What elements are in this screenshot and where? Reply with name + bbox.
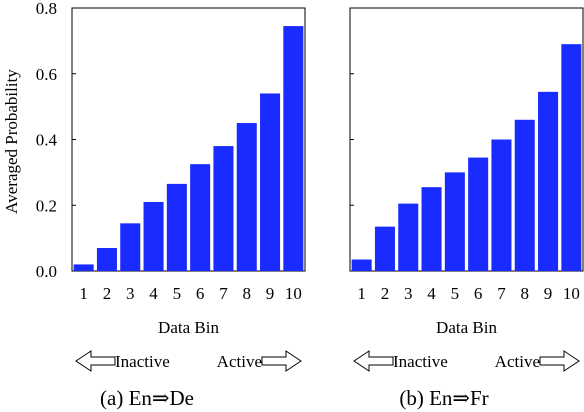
inactive-label: Inactive [393,352,448,371]
inactive-label: Inactive [115,352,170,371]
bar [236,123,257,271]
bar [468,157,489,271]
active-label: Active [495,352,540,371]
bar [73,264,94,271]
x-tick-label: 2 [103,284,112,303]
left-arrow-icon [75,350,116,372]
x-tick-label: 4 [427,284,436,303]
bar [213,146,234,271]
panel-caption: (b) En⇒Fr [399,386,488,410]
bar [444,172,465,271]
x-tick-label: 10 [285,284,302,303]
right-arrow-icon [539,350,580,372]
x-tick-label: 9 [266,284,275,303]
x-tick-label: 1 [357,284,366,303]
x-tick-label: 4 [149,284,158,303]
y-tick-label: 0.2 [36,196,57,215]
x-tick-label: 10 [563,284,580,303]
active-label: Active [217,352,262,371]
bar [421,187,442,271]
y-tick-label: 0.6 [36,65,57,84]
bar [143,201,164,271]
bar [538,91,559,271]
y-tick-label: 0.4 [36,131,58,150]
bar [260,93,281,271]
panel-caption: (a) En⇒De [100,386,194,410]
x-tick-label: 1 [79,284,88,303]
bar [398,203,419,271]
bar [491,139,512,271]
x-axis-label: Data Bin [158,318,219,337]
x-tick-label: 5 [451,284,460,303]
x-tick-label: 8 [521,284,530,303]
bar [190,164,211,271]
bar [166,183,187,271]
y-tick-label: 0.8 [36,0,57,18]
y-axis-label: Averaged Probability [2,69,21,214]
right-arrow-icon [261,350,302,372]
bar [351,259,372,271]
bar [374,226,395,271]
x-tick-label: 3 [404,284,413,303]
bar [283,26,304,271]
bar [514,119,535,272]
x-tick-label: 7 [497,284,506,303]
x-tick-label: 2 [381,284,390,303]
y-tick-label: 0.0 [36,262,57,281]
left-arrow-icon [353,350,394,372]
bar [120,223,141,271]
x-tick-label: 7 [219,284,228,303]
bar [96,247,117,271]
x-tick-label: 8 [243,284,252,303]
bar [561,44,582,271]
x-axis-label: Data Bin [436,318,497,337]
x-tick-label: 3 [126,284,135,303]
x-tick-label: 5 [173,284,182,303]
x-tick-label: 6 [196,284,205,303]
x-tick-label: 6 [474,284,483,303]
x-tick-label: 9 [544,284,553,303]
